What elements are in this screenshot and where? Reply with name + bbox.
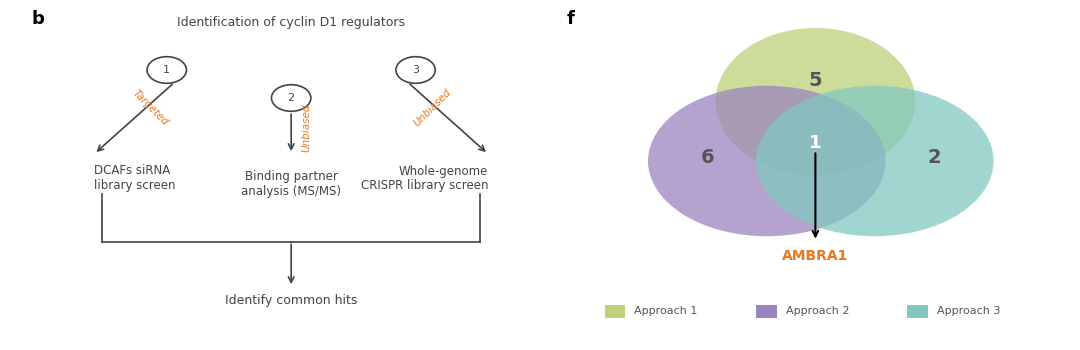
Text: 2: 2 xyxy=(928,148,941,167)
FancyBboxPatch shape xyxy=(605,305,625,318)
Text: Unbiased: Unbiased xyxy=(411,87,454,128)
Text: Approach 3: Approach 3 xyxy=(937,307,1000,316)
Text: 6: 6 xyxy=(701,148,714,167)
Text: 1: 1 xyxy=(809,134,822,153)
Text: 5: 5 xyxy=(809,71,822,90)
Text: AMBRA1: AMBRA1 xyxy=(782,248,849,262)
Text: 3: 3 xyxy=(413,65,419,75)
Text: b: b xyxy=(32,10,45,28)
Text: Identification of cyclin D1 regulators: Identification of cyclin D1 regulators xyxy=(177,16,405,29)
Text: f: f xyxy=(567,10,575,28)
Text: Targeted: Targeted xyxy=(130,88,170,127)
Text: Approach 1: Approach 1 xyxy=(635,307,698,316)
Text: Binding partner
analysis (MS/MS): Binding partner analysis (MS/MS) xyxy=(241,170,341,198)
Text: 1: 1 xyxy=(163,65,171,75)
Ellipse shape xyxy=(756,86,994,236)
Ellipse shape xyxy=(648,86,886,236)
FancyBboxPatch shape xyxy=(756,305,777,318)
Text: Identify common hits: Identify common hits xyxy=(225,294,357,307)
Text: Unbiased: Unbiased xyxy=(301,103,311,152)
Text: DCAFs siRNA
library screen: DCAFs siRNA library screen xyxy=(94,164,176,193)
Ellipse shape xyxy=(715,28,916,175)
FancyBboxPatch shape xyxy=(907,305,928,318)
Text: Approach 2: Approach 2 xyxy=(786,307,849,316)
Text: Whole-genome
CRISPR library screen: Whole-genome CRISPR library screen xyxy=(361,164,488,193)
Text: 2: 2 xyxy=(287,93,295,103)
